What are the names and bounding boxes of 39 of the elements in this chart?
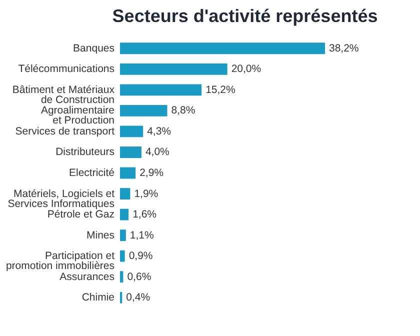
y-tick-label: Assurances [60, 270, 114, 283]
y-tick-label: Banques [73, 42, 114, 54]
data-label: 2,9% [140, 167, 164, 179]
bar [120, 271, 124, 283]
data-label: 0,9% [128, 250, 153, 262]
bar [120, 167, 136, 179]
bar [120, 250, 125, 262]
y-tick-label: Distributeurs [56, 146, 114, 158]
y-tick-label: Electricité [68, 167, 115, 179]
y-tick-label: Matériels, Logiciels et Services Informatiques [8, 188, 115, 210]
bar [120, 146, 142, 158]
data-label: 15,2% [206, 84, 236, 96]
data-label: 1,1% [130, 229, 154, 242]
bar [120, 84, 202, 96]
y-tick-label: Services de transport [15, 125, 115, 138]
y-tick-label: Mines [86, 229, 114, 242]
bar [120, 63, 228, 75]
y-tick-label: Participation et promotion immobilières [6, 250, 115, 272]
data-label: 1,6% [132, 208, 157, 221]
bar [120, 126, 144, 138]
y-tick-label: Pétrole et Gaz [47, 208, 114, 221]
y-tick-label: Télécommunications [18, 63, 114, 76]
bar [120, 230, 126, 242]
data-label: 0,6% [127, 270, 152, 283]
data-label: 38,2% [329, 42, 359, 54]
bar [120, 42, 325, 54]
y-tick-label: Agroalimentaire et Production [40, 104, 115, 127]
bar [120, 188, 130, 200]
data-label: 0,4% [126, 292, 150, 304]
data-label: 8,8% [171, 104, 196, 117]
chart-title: Secteurs d'activité représentés [112, 6, 378, 26]
bar [120, 208, 129, 220]
data-label: 4,0% [145, 146, 170, 158]
data-label: 4,3% [147, 125, 172, 138]
bar [120, 104, 168, 116]
data-label: 1,9% [134, 188, 158, 200]
y-tick-label: Bâtiment et Matériaux de Construction [12, 84, 116, 106]
y-tick-label: Chimie [82, 292, 115, 304]
data-label: 20,0% [231, 63, 262, 76]
